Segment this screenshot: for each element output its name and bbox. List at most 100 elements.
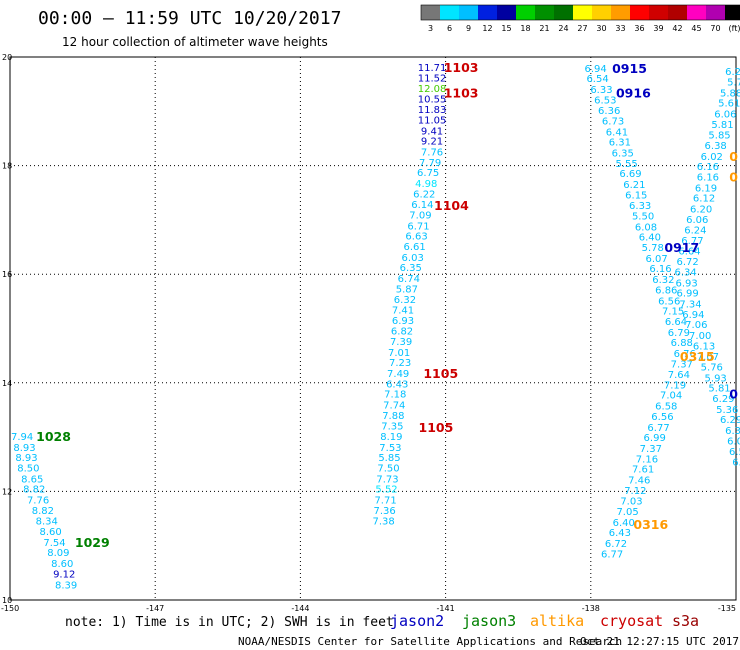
wave-height-label: 6.0 [727,436,740,447]
scale-label: 39 [653,24,663,33]
wave-height-label: 7.15 [662,307,684,318]
scale-label: 42 [672,24,682,33]
wave-height-label: 6.02 [701,152,723,163]
wave-height-label: 6.16 [697,172,719,183]
wave-height-label: 6.77 [601,549,623,560]
wave-height-label: 5.88 [720,88,740,99]
wave-height-label: 7.05 [616,507,638,518]
wave-height-label: 7.36 [373,506,395,517]
wave-height-label: 7.76 [421,147,443,158]
wave-height-label: 6.24 [684,226,706,237]
scale-swatch [687,5,706,20]
scale-swatch [706,5,725,20]
legend-jason2: jason2 [390,612,444,630]
wave-height-label: 6.86 [655,285,677,296]
wave-height-label: 7.49 [387,369,409,380]
scale-label: 3 [428,24,433,33]
y-tick-label: 12 [2,487,12,496]
wave-height-label: 12.08 [418,84,447,95]
wave-height-label: 6.94 [682,310,704,321]
wave-height-label: 6.56 [658,296,680,307]
wave-height-label: 7.12 [624,486,646,497]
wave-height-label: 7.88 [382,411,404,422]
wave-height-label: 7.64 [668,370,690,381]
wave-height-label: 6.20 [690,204,712,215]
wave-height-label: 5.93 [705,373,727,384]
wave-height-label: 7.79 [419,158,441,169]
x-tick-label: -141 [437,604,455,613]
plot-frame [9,56,737,601]
time-label: 0315 [680,349,715,364]
wave-height-label: 6.22 [413,189,435,200]
footer-note: note: 1) Time is in UTC; 2) SWH is in fe… [65,615,394,630]
scale-label: 15 [501,24,511,33]
wave-height-label: 7.34 [679,300,701,311]
wave-height-label: 8.39 [55,580,77,591]
wave-height-label: 6.93 [675,278,697,289]
wave-height-label: 7.23 [389,358,411,369]
wave-height-label: 6.43 [386,379,408,390]
scale-swatch [497,5,516,20]
wave-height-label: 7.03 [620,497,642,508]
wave-height-label: 7.19 [664,380,686,391]
wave-height-label: 8.93 [15,453,37,464]
y-tick-label: 20 [2,53,12,62]
wave-height-label: 6.07 [645,254,667,265]
wave-height-label: 8.09 [47,548,69,559]
wave-height-label: 7.94 [11,432,33,443]
wave-height-label: 6.63 [405,232,427,243]
wave-height-label: 7.04 [660,391,682,402]
wave-height-label: 5.81 [708,384,730,395]
wave-height-label: 6.40 [639,233,661,244]
scale-swatch [459,5,478,20]
scale-label: 45 [691,24,701,33]
wave-height-label: 6.35 [612,149,634,160]
time-label: 1103 [444,85,479,100]
scale-swatch [478,5,497,20]
scale-label: 33 [615,24,625,33]
wave-height-label: 5.87 [396,284,418,295]
wave-height-label: 5.36 [716,405,738,416]
time-label: 1029 [75,535,110,550]
wave-height-label: 7.37 [671,359,693,370]
wave-height-label: 6.56 [651,412,673,423]
scale-swatch [649,5,668,20]
wave-height-label: 8.60 [51,559,73,570]
wave-height-label: 6.06 [714,109,736,120]
wave-height-label: 6.29 [720,415,740,426]
wave-height-label: 5.7 [727,77,740,88]
x-tick-label: -138 [582,604,600,613]
wave-height-label: 7.06 [685,320,707,331]
wave-height-label: 6.33 [590,85,612,96]
time-label: 1104 [434,198,469,213]
time-label: 1105 [419,420,454,435]
wave-height-label: 5.85 [378,453,400,464]
scale-label: 36 [634,24,644,33]
time-labels: 1103 1103 1104 1105 1105 1028 1029 0915 0916 0917… [36,60,738,550]
scale-swatch [592,5,611,20]
wave-height-label: 6.34 [675,267,697,278]
wave-height-label: 6.38 [705,141,727,152]
wave-height-label: 9.12 [53,569,75,580]
wave-height-label: 6.75 [417,168,439,179]
wave-height-label: 11.05 [418,115,447,126]
scale-swatch [630,5,649,20]
time-label: 0916 [616,85,651,100]
wave-height-label: 6.71 [407,221,429,232]
satellite-legend: jason2 jason3 altika cryosat s3a [390,612,699,630]
wave-height-label: 8.65 [21,474,43,485]
x-tick-label: -144 [291,604,309,613]
wave-height-label: 6.54 [586,74,608,85]
wave-height-label: 9.41 [421,126,443,137]
wave-height-label: 6.36 [598,106,620,117]
wave-height-label: 6.41 [606,127,628,138]
wave-height-label: 6.69 [619,169,641,180]
wave-height-label: 5.78 [642,243,664,254]
wave-height-label: 7.41 [392,305,414,316]
wave-height-label: 6.94 [585,64,607,75]
wave-height-label: 5.55 [615,159,637,170]
wave-height-label: 6.31 [609,138,631,149]
scale-swatch [668,5,687,20]
wave-height-label: 6.21 [623,180,645,191]
scale-swatch [725,5,740,20]
